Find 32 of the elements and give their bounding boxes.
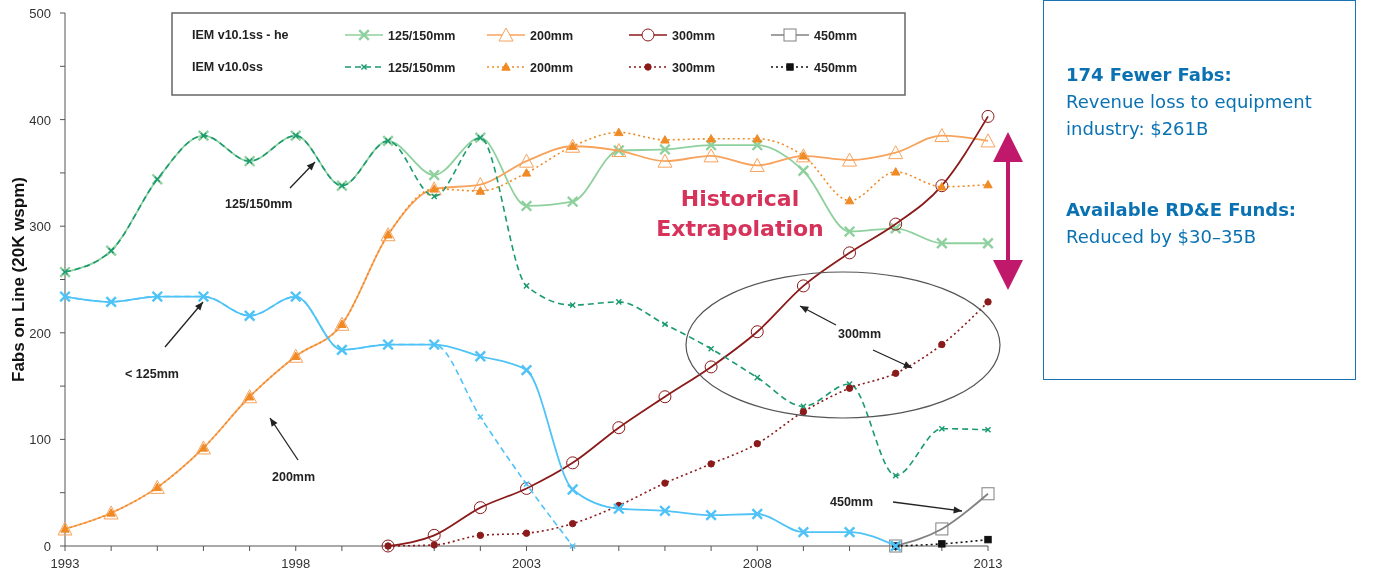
y-tick-label: 100 bbox=[29, 432, 51, 448]
y-tick-label: 400 bbox=[29, 112, 51, 128]
x-tick-label: 1993 bbox=[50, 556, 80, 571]
annotation: 200mm bbox=[272, 470, 316, 484]
y-tick-label: 300 bbox=[29, 219, 51, 235]
annotation: 125/150mm bbox=[225, 197, 293, 211]
legend-label: 200mm bbox=[530, 29, 574, 43]
legend-label: 450mm bbox=[814, 29, 858, 43]
legend-label: 300mm bbox=[672, 61, 716, 75]
text: Revenue loss to equipment industry: $261B bbox=[1066, 90, 1313, 141]
legend-label: 125/150mm bbox=[388, 61, 456, 75]
annotation: 300mm bbox=[838, 327, 882, 341]
y-axis-title: Fabs on Line (20K wspm) bbox=[9, 177, 28, 382]
x-tick-label: 2008 bbox=[742, 556, 772, 571]
x-tick-label: 2013 bbox=[973, 556, 1003, 571]
annotation: 450mm bbox=[830, 495, 874, 509]
y-tick-label: 500 bbox=[29, 6, 51, 21]
y-tick-label: 0 bbox=[43, 539, 51, 554]
text: 174 Fewer Fabs: bbox=[1066, 63, 1233, 87]
legend-label: 300mm bbox=[672, 29, 716, 43]
x-tick-label: 2003 bbox=[512, 556, 541, 571]
legend-label: 200mm bbox=[530, 61, 574, 75]
legend-label: 125/150mm bbox=[388, 29, 456, 43]
x-tick-label: 1998 bbox=[281, 556, 311, 571]
annotation: < 125mm bbox=[125, 367, 179, 381]
legend-label: 450mm bbox=[814, 61, 858, 75]
annotation: IEM v10.1ss - he bbox=[192, 28, 289, 42]
annotation: Historical Extrapolation bbox=[656, 186, 824, 241]
text: Available RD&E Funds: bbox=[1066, 198, 1298, 222]
y-tick-label: 200 bbox=[29, 325, 51, 341]
text: Reduced by $30–35B bbox=[1066, 225, 1258, 249]
annotation: IEM v10.0ss bbox=[192, 60, 263, 74]
